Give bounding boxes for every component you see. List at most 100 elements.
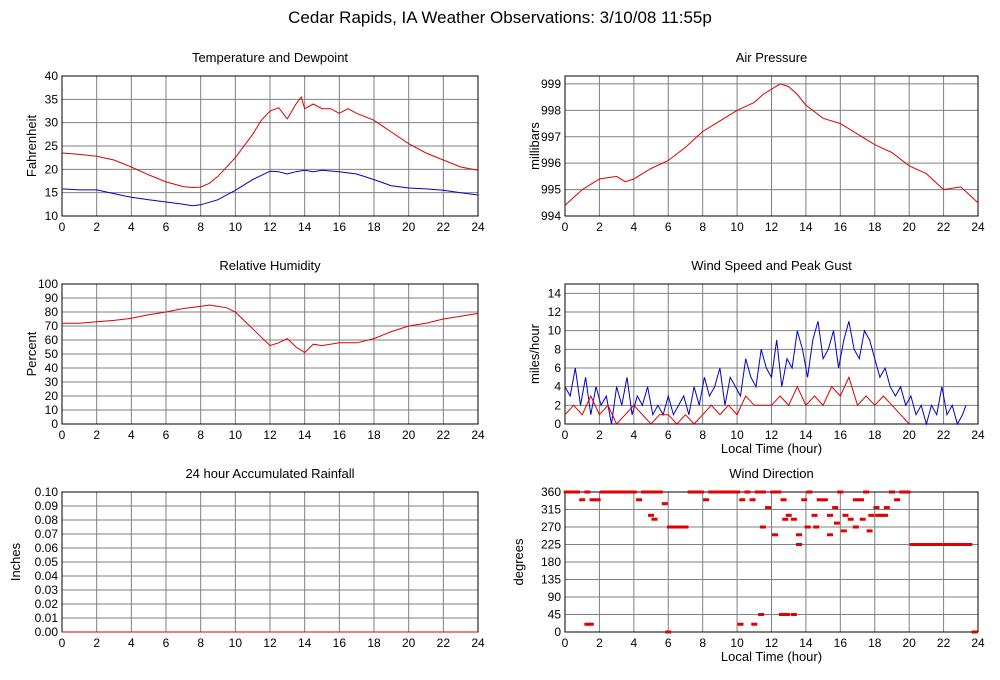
winddir-data-point [930,543,937,546]
winddir-data-point [584,490,591,494]
winddir-data-point [888,490,895,494]
temp-x-tick-label: 12 [263,220,277,234]
rain-x-tick-label: 6 [163,636,170,650]
rain-y-tick-label: 0.03 [35,583,59,597]
pressure-y-tick-label: 998 [541,103,561,117]
winddir-data-point [868,513,875,517]
rain-chart-title: 24 hour Accumulated Rainfall [185,466,354,481]
wind-series-red-line [564,375,910,425]
humidity-y-tick-label: 10 [45,403,59,417]
page-title: Cedar Rapids, IA Weather Observations: 3… [288,8,712,27]
wind-y-tick-label: 2 [554,398,561,412]
pressure-series-red-line [564,83,979,206]
winddir-data-point [708,490,715,494]
pressure-x-tick-label: 6 [665,220,672,234]
wind-x-tick-label: 22 [937,428,951,442]
winddir-data-point [919,543,926,546]
wind-plot-frame [564,283,979,425]
winddir-x-tick-label: 2 [596,636,603,650]
winddir-data-point [666,525,673,529]
winddir-data-point [610,490,617,494]
winddir-data-point [563,490,570,494]
wind-x-tick-label: 4 [630,428,637,442]
humidity-y-tick-label: 20 [45,389,59,403]
pressure-plot-frame [564,75,979,217]
winddir-x-tick-label: 6 [665,636,672,650]
wind-x-tick-label: 12 [765,428,779,442]
wind-y-axis-label: miles/hour [527,323,542,384]
winddir-data-point [778,613,785,616]
winddir-data-point [827,533,834,537]
wind-x-tick-label: 24 [971,428,985,442]
winddir-data-point [796,533,803,537]
winddir-y-tick-label: 135 [541,573,561,587]
winddir-data-point [749,498,756,502]
humidity-x-tick-label: 6 [163,428,170,442]
winddir-data-point [961,543,968,546]
winddir-x-tick-label: 18 [868,636,882,650]
rain-y-tick-label: 0.01 [35,611,59,625]
winddir-y-axis-label: degrees [511,538,526,585]
winddir-y-tick-label: 45 [548,608,562,622]
humidity-chart-title: Relative Humidity [219,258,321,273]
rain-x-tick-label: 24 [471,636,485,650]
winddir-data-point [630,490,637,494]
winddir-data-point [847,517,854,521]
winddir-data-point [866,529,873,533]
pressure-y-tick-label: 997 [541,130,561,144]
winddir-data-point [605,490,612,494]
wind-y-tick-label: 14 [548,286,562,300]
winddir-x-tick-label: 16 [834,636,848,650]
winddir-data-point [832,506,839,510]
rain-y-tick-label: 0.09 [35,499,59,513]
humidity-y-tick-label: 30 [45,375,59,389]
winddir-data-point [796,543,803,546]
pressure-y-tick-label: 995 [541,183,561,197]
winddir-y-tick-label: 225 [541,538,561,552]
wind-series-blue-line [564,321,967,426]
wind-x-tick-label: 20 [902,428,916,442]
winddir-data-point [833,521,840,525]
winddir-data-point [723,490,730,494]
wind-chart-title: Wind Speed and Peak Gust [691,258,852,273]
winddir-x-tick-label: 14 [799,636,813,650]
winddir-data-point [625,490,632,494]
humidity-y-tick-label: 100 [38,277,58,291]
winddir-data-point [878,513,885,517]
pressure-x-tick-label: 22 [937,220,951,234]
winddir-data-point [682,525,689,529]
wind-x-tick-label: 8 [699,428,706,442]
winddir-data-point [842,513,849,517]
temp-y-tick-label: 30 [45,116,59,130]
pressure-x-tick-label: 10 [730,220,744,234]
winddir-data-point [661,502,668,506]
temp-y-tick-label: 10 [45,209,59,223]
winddir-data-point [771,533,778,537]
winddir-data-point [751,622,758,626]
pressure-x-tick-label: 16 [834,220,848,234]
humidity-y-tick-label: 0 [51,417,58,431]
pressure-x-tick-label: 14 [799,220,813,234]
winddir-data-point [620,490,627,494]
winddir-data-point [759,525,766,529]
temp-x-tick-label: 24 [471,220,485,234]
winddir-data-point [837,490,844,494]
humidity-y-tick-label: 90 [45,291,59,305]
winddir-x-tick-label: 24 [971,636,985,650]
winddir-data-point [697,490,704,494]
winddir-x-tick-label: 12 [765,636,779,650]
winddir-data-point [783,613,790,616]
winddir-data-point [641,490,648,494]
temp-plot-frame [61,75,479,217]
winddir-data-point [754,490,761,494]
wind-y-tick-label: 12 [548,305,562,319]
humidity-y-tick-label: 60 [45,333,59,347]
pressure-x-tick-label: 20 [902,220,916,234]
winddir-data-point [790,613,797,616]
humidity-x-tick-label: 16 [333,428,347,442]
winddir-x-tick-label: 0 [562,636,569,650]
winddir-data-point [568,490,575,494]
winddir-data-point [811,513,818,517]
winddir-data-point [599,490,606,494]
